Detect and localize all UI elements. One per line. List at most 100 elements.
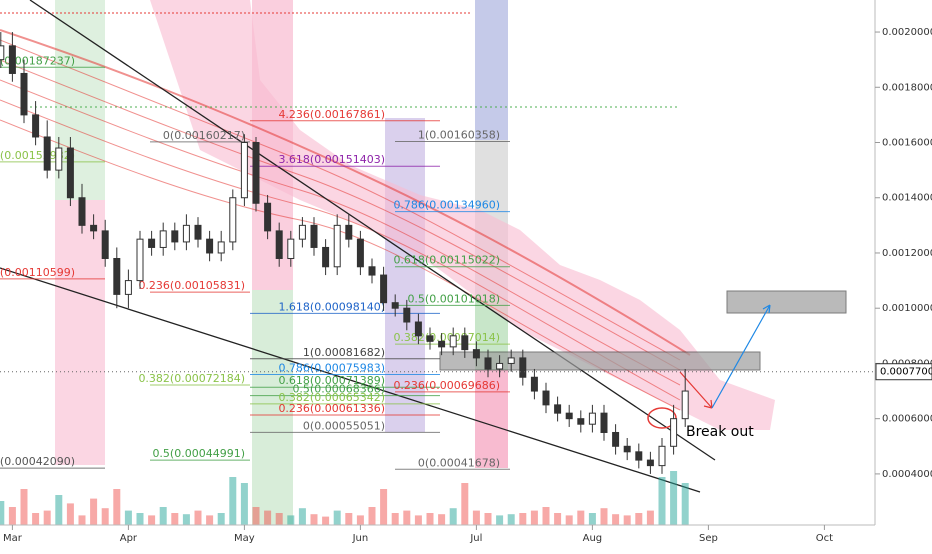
fib-label: 1.618(0.00098140) [278, 300, 385, 313]
x-tick-label: Aug [583, 533, 603, 544]
x-tick-label: Sep [699, 533, 718, 544]
fib-label: 1(0.00081682) [303, 346, 385, 359]
candle-body [113, 257, 121, 295]
candle-body [472, 349, 480, 359]
fib-label: 0.618(0.00071389) [278, 374, 385, 387]
volume-bar [66, 503, 74, 525]
candle-body [159, 230, 167, 248]
volume-bar [403, 510, 411, 525]
volume-bar [484, 513, 492, 525]
candle-body [461, 335, 469, 351]
cloud [150, 0, 775, 430]
volume-bar [565, 515, 573, 525]
y-tick-label: 0.00200000 [882, 27, 932, 38]
candle-body [507, 357, 515, 364]
candle-body [565, 412, 573, 420]
candle-body [20, 72, 28, 116]
volume-bar [113, 489, 121, 525]
volume-bar [449, 508, 457, 525]
y-tick-label: 0.00140000 [882, 193, 932, 204]
fib-label: (0.00187237) [0, 54, 75, 67]
volume-bar [681, 483, 689, 525]
candle-body [484, 357, 492, 370]
fib-label: (0.00110599) [0, 266, 75, 279]
volume-bar [159, 507, 167, 525]
volume-bar [472, 510, 480, 525]
volume-bar [368, 507, 376, 525]
last-price-tag [875, 363, 932, 381]
candle-body [612, 431, 620, 447]
volume-bar [8, 507, 16, 525]
volume-bar [530, 510, 538, 525]
fib-label: 0(0.00160217) [163, 129, 245, 142]
volume-bar [124, 510, 132, 525]
fib-label: (0.00042090) [0, 455, 75, 468]
volume-bar [240, 483, 248, 525]
plot-layer: (0.00187237) (0.00152982) (0.00110599) (0.0… [0, 32, 875, 525]
candle-body [194, 224, 202, 240]
volume-bar [264, 510, 272, 525]
volume-bar [322, 516, 330, 525]
fib-label: 0.382(0.00087014) [393, 331, 500, 344]
time-band [252, 290, 293, 525]
volume-bar [588, 513, 596, 525]
y-tick-label: 0.00040000 [882, 469, 932, 480]
candle-body [646, 459, 654, 467]
fib-label: 0.618(0.00115022) [393, 254, 500, 267]
candle-body [635, 451, 643, 461]
volume-bar [414, 515, 422, 525]
volume-bar [32, 513, 40, 525]
arrow [711, 304, 771, 409]
volume-bar [136, 513, 144, 525]
volume-bar [519, 513, 527, 525]
candle-body [414, 321, 422, 337]
candle-body [554, 404, 562, 414]
y-tick-label: 0.00060000 [882, 414, 932, 425]
candle-body [171, 230, 179, 243]
x-tick-label: Jun [352, 533, 369, 544]
candle-body [449, 335, 457, 348]
fib-label: 0.382(0.00072184) [138, 372, 245, 385]
fib-label: 0(0.00041678) [418, 456, 500, 469]
volume-bar [182, 514, 190, 525]
volume-bar [380, 489, 388, 525]
fib-label: 0.5(0.00068366) [292, 383, 385, 396]
volume-bar [55, 495, 63, 525]
candle-body [43, 136, 51, 171]
candle-body [287, 238, 295, 259]
annotation: Break out [686, 424, 754, 440]
fib-label: 0.786(0.00075983) [278, 362, 385, 375]
fib-label: 3.618(0.00151403) [278, 153, 385, 166]
volume-bar [229, 477, 237, 525]
trend-line [29, 0, 716, 461]
candle-body [101, 230, 109, 259]
candle-body [356, 238, 364, 268]
volume-bar [287, 515, 295, 525]
time-band [385, 118, 425, 432]
y-tick-label: 0.00100000 [882, 303, 932, 314]
volume-bar [461, 483, 469, 525]
candle-body [0, 45, 5, 61]
candle-body [670, 418, 678, 447]
volume-bar [577, 510, 585, 525]
candle-body [658, 445, 666, 467]
highlight-circle [647, 407, 677, 429]
x-tick-label: Apr [120, 533, 138, 544]
volume-bar [507, 514, 515, 525]
price-axis [875, 0, 932, 550]
candle-body [519, 357, 527, 378]
candle-body [542, 390, 550, 406]
volume-bar [658, 477, 666, 525]
fib-label: 1(0.00160358) [418, 129, 500, 142]
volume-bar [426, 513, 434, 525]
candle-body [623, 445, 631, 453]
volume-bar [623, 515, 631, 525]
fib-label: 0.236(0.00061336) [278, 402, 385, 415]
candle-body [600, 412, 608, 433]
volume-bar [333, 510, 341, 525]
candle-body [240, 142, 248, 199]
fib-label: 0.5(0.00101018) [407, 292, 500, 305]
candle-body [333, 224, 341, 268]
candle-body [264, 202, 272, 232]
last-price-label: 0.00077000 [880, 367, 932, 378]
